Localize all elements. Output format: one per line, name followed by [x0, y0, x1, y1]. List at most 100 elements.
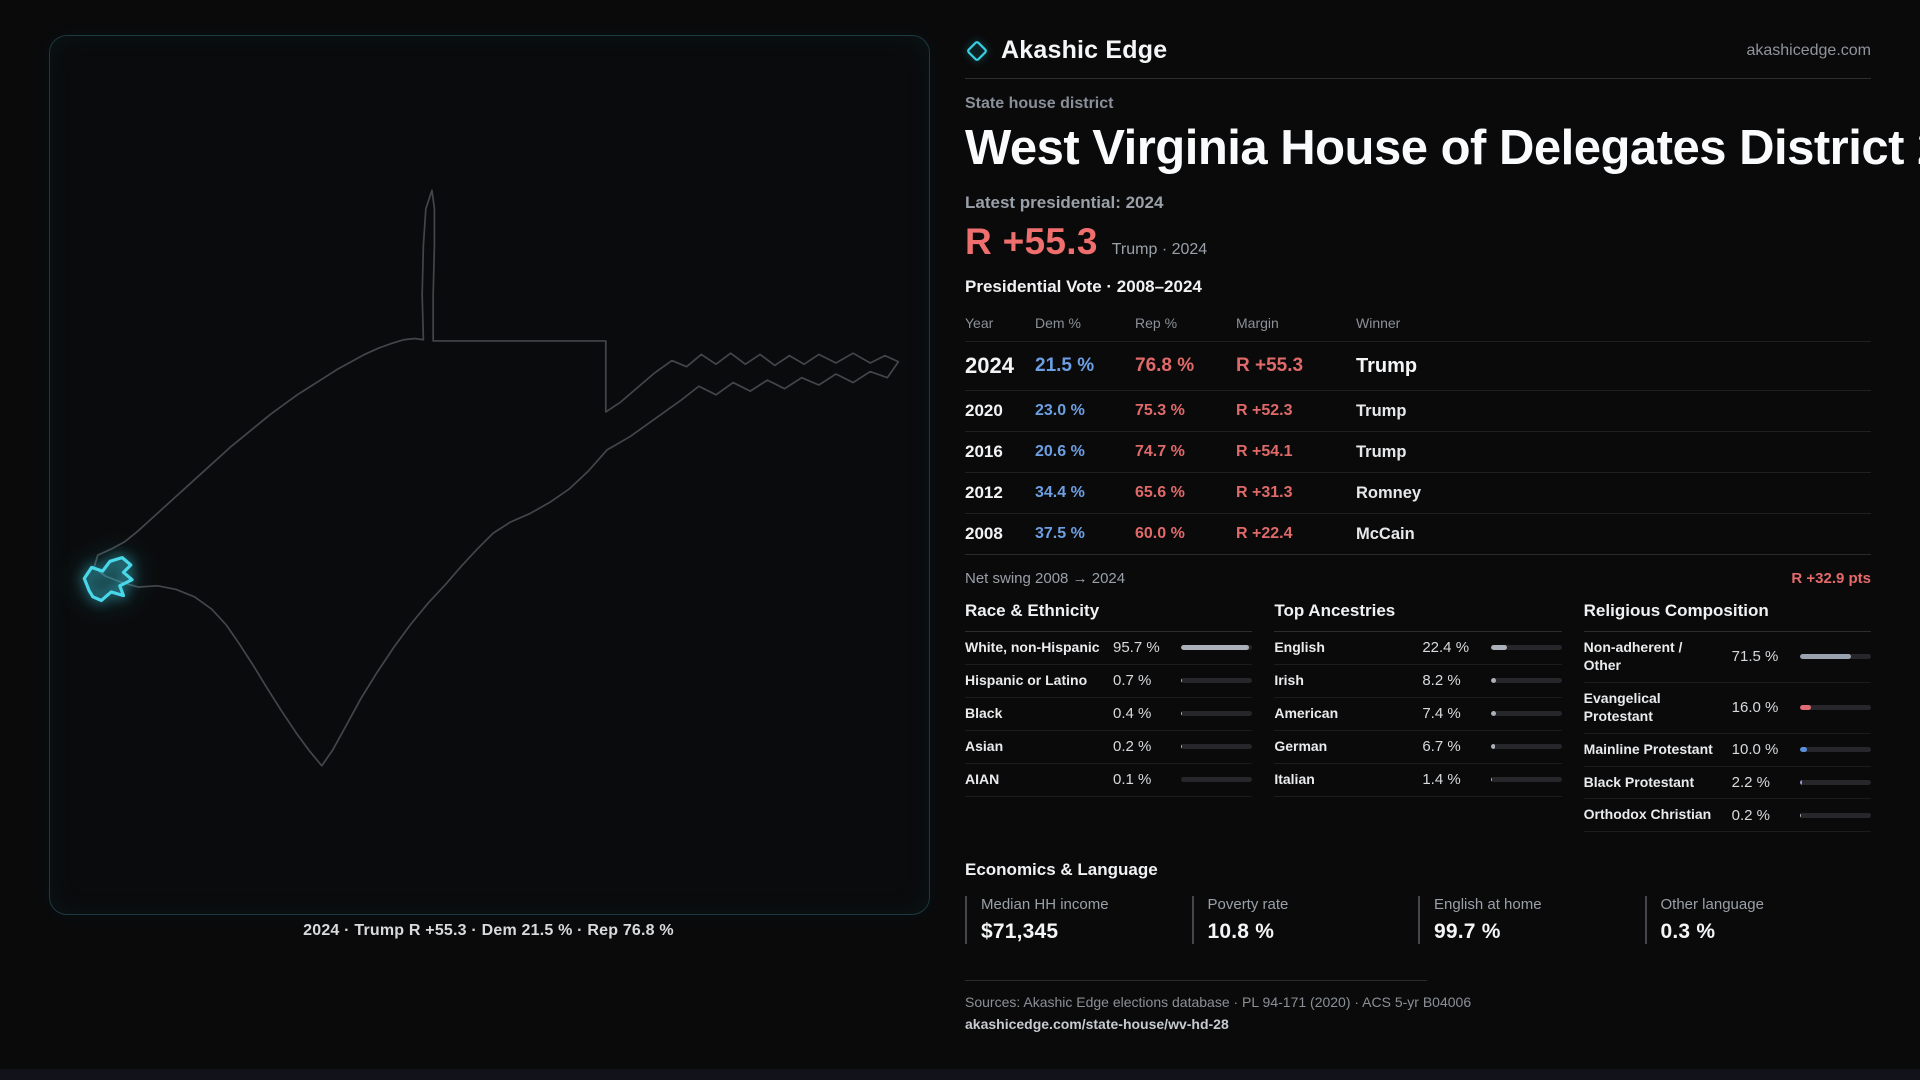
- district-map-panel: [49, 35, 930, 915]
- stat-label: American: [1274, 704, 1339, 721]
- vote-year: 2020: [965, 401, 1003, 420]
- list-item: American 7.4 %: [1274, 698, 1562, 731]
- stat-bar-fill: [1490, 777, 1492, 783]
- stat-value: 0.3 %: [1660, 920, 1716, 944]
- stat-bar-track: [1799, 779, 1871, 785]
- stat-value: 6.7 %: [1422, 738, 1461, 756]
- section-title: Top Ancestries: [1274, 601, 1562, 632]
- stat-value: 99.7 %: [1434, 920, 1501, 944]
- stat-label: Orthodox Christian: [1583, 806, 1712, 823]
- vote-dem: 23.0 %: [1035, 402, 1085, 419]
- highlighted-district-shape: [82, 556, 134, 603]
- list-item: Asian 0.2 %: [965, 731, 1253, 764]
- vote-rep: 74.7 %: [1135, 443, 1185, 460]
- map-caption: 2024 · Trump R +55.3 · Dem 21.5 % · Rep …: [303, 922, 674, 939]
- vote-winner: Trump: [1356, 354, 1418, 377]
- table-row: 2012 34.4 % 65.6 % R +31.3 Romney: [965, 472, 1871, 513]
- list-item: Evangelical Protestant 16.0 %: [1583, 683, 1871, 734]
- net-swing-value: R +32.9 pts: [1791, 570, 1871, 587]
- stat-value: 7.4 %: [1422, 705, 1461, 723]
- stat-label: German: [1274, 737, 1328, 754]
- list-item: Black Protestant 2.2 %: [1583, 767, 1871, 800]
- stat-value: 0.4 %: [1113, 705, 1152, 723]
- presidential-vote-table: Year Dem % Rep % Margin Winner 2024 21.5…: [965, 307, 1871, 555]
- col-margin: Margin: [1236, 315, 1279, 331]
- stat-label: English: [1274, 639, 1325, 655]
- section-title: Religious Composition: [1583, 601, 1871, 632]
- stat-value: 0.1 %: [1113, 771, 1152, 789]
- stat-value: 2.2 %: [1731, 773, 1771, 791]
- list-item: Mainline Protestant 10.0 %: [1583, 734, 1871, 767]
- stat-bar-fill: [1490, 711, 1496, 717]
- list-item: Non-adherent / Other 71.5 %: [1583, 632, 1871, 683]
- race-ethnicity-column: Race & Ethnicity White, non-Hispanic 95.…: [965, 601, 1253, 832]
- table-row: 2016 20.6 % 74.7 % R +54.1 Trump: [965, 431, 1871, 472]
- stat-value: 22.4 %: [1422, 639, 1470, 657]
- vote-margin: R +54.1: [1236, 443, 1293, 460]
- vote-margin: R +52.3: [1236, 402, 1293, 419]
- stat-bar-track: [1181, 777, 1253, 783]
- stat-bar-fill: [1490, 744, 1496, 750]
- vote-rep: 76.8 %: [1135, 355, 1195, 376]
- stat-label: Asian: [965, 737, 1004, 754]
- page-title: West Virginia House of Delegates Distric…: [965, 121, 1920, 175]
- list-item: White, non-Hispanic 95.7 %: [965, 632, 1253, 665]
- list-item: Orthodox Christian 0.2 %: [1583, 799, 1871, 833]
- stat-label: Poverty rate: [1207, 896, 1289, 914]
- vote-table-header: Year Dem % Rep % Margin Winner: [965, 307, 1871, 341]
- stat-label: Median HH income: [981, 896, 1109, 914]
- vote-year: 2016: [965, 442, 1003, 461]
- stat-bar-track: [1490, 777, 1562, 783]
- stat-box: Other language 0.3 %: [1644, 896, 1872, 945]
- vote-margin: R +55.3: [1236, 355, 1304, 376]
- margin-value: R +55.3: [965, 221, 1098, 262]
- vote-rep: 65.6 %: [1135, 484, 1185, 501]
- brand-header: Akashic Edge akashicedge.com: [965, 0, 1871, 65]
- economics-title: Economics & Language: [965, 860, 1158, 880]
- list-item: Black 0.4 %: [965, 698, 1253, 731]
- net-swing-row: Net swing 2008 → 2024 R +32.9 pts: [965, 555, 1871, 597]
- vote-dem: 20.6 %: [1035, 443, 1085, 460]
- vote-winner: Romney: [1356, 483, 1422, 502]
- vote-year: 2024: [965, 353, 1014, 378]
- vote-table-title: Presidential Vote · 2008–2024: [965, 277, 1202, 296]
- footer-divider: [965, 980, 1427, 982]
- stat-label: Black Protestant: [1583, 773, 1695, 790]
- demographics-section: Race & Ethnicity White, non-Hispanic 95.…: [965, 601, 1871, 833]
- stat-box: English at home 99.7 %: [1418, 896, 1645, 945]
- stat-label: Evangelical Protestant: [1583, 689, 1661, 724]
- col-rep: Rep %: [1135, 315, 1178, 331]
- sources-text: Sources: Akashic Edge elections database…: [965, 994, 1472, 1011]
- stat-bar-track: [1799, 812, 1871, 818]
- stat-value: 16.0 %: [1731, 699, 1779, 717]
- header-divider: [965, 78, 1871, 79]
- stat-bar-track: [1181, 678, 1253, 684]
- state-outline-shape: [93, 189, 900, 767]
- section-title: Race & Ethnicity: [965, 601, 1253, 632]
- permalink[interactable]: akashicedge.com/state-house/wv-hd-28: [965, 1016, 1229, 1033]
- list-item: AIAN 0.1 %: [965, 764, 1253, 797]
- table-row: 2008 37.5 % 60.0 % R +22.4 McCain: [965, 513, 1871, 554]
- ancestries-column: Top Ancestries English 22.4 % Irish 8.2 …: [1274, 601, 1562, 832]
- stat-bar-track: [1490, 678, 1562, 684]
- list-item: Italian 1.4 %: [1274, 764, 1562, 797]
- stat-bar-fill: [1799, 779, 1802, 785]
- vote-rep: 75.3 %: [1135, 402, 1185, 419]
- stat-box: Median HH income $71,345: [965, 896, 1192, 945]
- stat-label: Hispanic or Latino: [965, 671, 1088, 688]
- latest-presidential-label: Latest presidential: 2024: [965, 193, 1164, 212]
- religion-column: Religious Composition Non-adherent / Oth…: [1583, 601, 1871, 833]
- stat-bar-track: [1799, 747, 1871, 753]
- site-link[interactable]: akashicedge.com: [1746, 41, 1871, 59]
- stat-bar-fill: [1799, 705, 1812, 711]
- stat-bar-track: [1799, 705, 1871, 711]
- brand-name: Akashic Edge: [1001, 36, 1168, 64]
- stat-value: 0.2 %: [1113, 738, 1152, 756]
- stat-box: Poverty rate 10.8 %: [1191, 896, 1419, 945]
- margin-context: Trump · 2024: [1111, 241, 1208, 258]
- vote-year: 2008: [965, 524, 1003, 543]
- stat-value: 95.7 %: [1113, 639, 1160, 657]
- stat-bar-track: [1799, 654, 1871, 660]
- list-item: German 6.7 %: [1274, 731, 1562, 764]
- stat-value: 71.5 %: [1731, 648, 1779, 666]
